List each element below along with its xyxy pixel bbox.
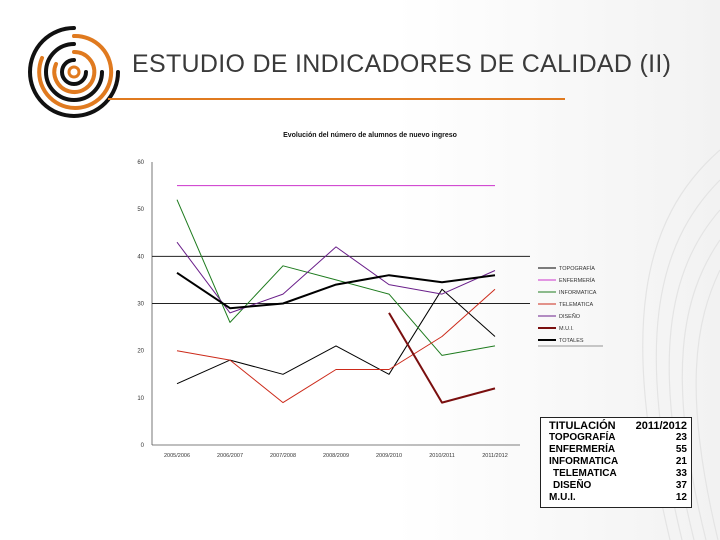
table-row: INFORMATICA 21 bbox=[541, 456, 692, 468]
y-tick-label: 60 bbox=[137, 160, 144, 166]
line-chart: Evolución del número de alumnos de nuevo… bbox=[137, 132, 603, 459]
table-header-year: 2011/2012 bbox=[635, 420, 687, 432]
table-cell-value: 21 bbox=[675, 456, 687, 467]
table-row: TOPOGRAFÍA 23 bbox=[541, 432, 692, 444]
table-cell-label: ENFERMERÍA bbox=[549, 444, 616, 455]
series-line bbox=[176, 271, 496, 310]
legend-label: M.U.I. bbox=[559, 326, 574, 332]
series-line bbox=[176, 199, 496, 356]
title-underline bbox=[108, 98, 565, 100]
legend-label: TOTALES bbox=[559, 338, 584, 344]
table-header-titulacion: TITULACIÓN bbox=[549, 420, 616, 432]
table-cell-value: 12 bbox=[675, 492, 687, 503]
table-cell-label: M.U.I. bbox=[549, 492, 576, 503]
legend-label: INFORMATICA bbox=[559, 290, 597, 296]
table-cell-value: 55 bbox=[675, 444, 687, 455]
chart-title: Evolución del número de alumnos de nuevo… bbox=[283, 132, 457, 139]
y-tick-label: 10 bbox=[137, 396, 144, 402]
table-cell-value: 33 bbox=[675, 468, 687, 479]
table-cell-label: DISEÑO bbox=[553, 480, 592, 491]
series-line bbox=[388, 312, 496, 404]
x-tick-label: 2009/2010 bbox=[376, 453, 402, 459]
legend-label: TELEMATICA bbox=[559, 302, 593, 308]
x-tick-label: 2007/2008 bbox=[270, 453, 296, 459]
legend-label: TOPOGRAFÍA bbox=[559, 265, 595, 272]
summary-table: TITULACIÓN 2011/2012 TOPOGRAFÍA 23 ENFER… bbox=[540, 417, 692, 508]
x-tick-label: 2005/2006 bbox=[164, 453, 190, 459]
table-cell-value: 23 bbox=[675, 432, 687, 443]
table-row: M.U.I. 12 bbox=[541, 492, 692, 508]
table-cell-label: TELEMATICA bbox=[553, 468, 617, 479]
table-cell-label: INFORMATICA bbox=[549, 456, 619, 467]
y-tick-label: 20 bbox=[137, 349, 144, 355]
y-tick-label: 40 bbox=[137, 254, 144, 260]
x-tick-label: 2010/2011 bbox=[429, 453, 455, 459]
x-tick-label: 2011/2012 bbox=[482, 453, 508, 459]
y-tick-label: 0 bbox=[141, 443, 145, 449]
legend-label: ENFERMERÍA bbox=[559, 277, 595, 284]
table-row: ENFERMERÍA 55 bbox=[541, 444, 692, 456]
table-cell-value: 37 bbox=[675, 480, 687, 491]
x-tick-label: 2006/2007 bbox=[217, 453, 243, 459]
table-row: TELEMATICA 33 bbox=[541, 468, 692, 480]
table-header-row: TITULACIÓN 2011/2012 bbox=[541, 418, 692, 433]
slide-title: ESTUDIO DE INDICADORES DE CALIDAD (II) bbox=[132, 50, 672, 78]
series-line bbox=[176, 241, 496, 314]
x-tick-label: 2008/2009 bbox=[323, 453, 349, 459]
legend-label: DISEÑO bbox=[559, 313, 581, 320]
table-cell-label: TOPOGRAFÍA bbox=[549, 432, 616, 443]
series-line bbox=[176, 288, 496, 404]
table-row: DISEÑO 37 bbox=[541, 480, 692, 492]
concentric-rings-logo-icon bbox=[28, 26, 120, 118]
y-tick-label: 50 bbox=[137, 207, 144, 213]
y-tick-label: 30 bbox=[137, 302, 144, 308]
